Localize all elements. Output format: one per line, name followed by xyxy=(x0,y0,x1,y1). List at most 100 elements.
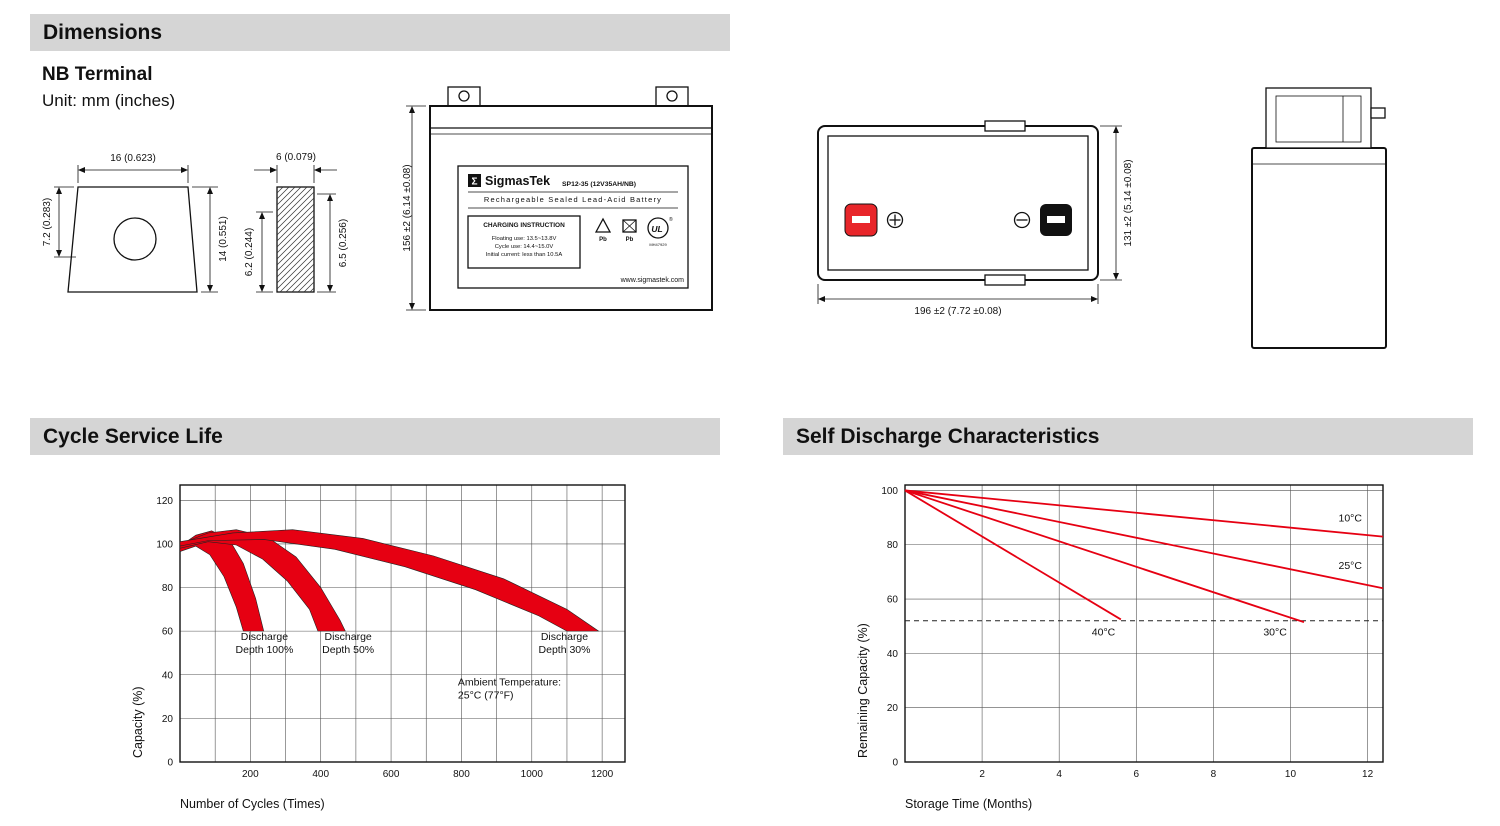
svg-text:10°C: 10°C xyxy=(1338,513,1362,525)
positive-terminal-slot xyxy=(852,216,870,223)
side-cap xyxy=(1265,87,1372,149)
svg-text:Ambient Temperature:: Ambient Temperature: xyxy=(458,677,561,689)
section-title-self-discharge: Self Discharge Characteristics xyxy=(796,425,1100,448)
brand-glyph: Σ xyxy=(471,177,477,188)
svg-text:Discharge: Discharge xyxy=(541,631,588,643)
svg-text:200: 200 xyxy=(242,769,259,780)
top-handle-notch xyxy=(984,120,1026,132)
hatch-pattern xyxy=(276,186,315,293)
unit-note: Unit: mm (inches) xyxy=(42,91,176,110)
dim-terminal-h1: 7.2 (0.283) xyxy=(42,198,53,246)
svg-text:Depth 30%: Depth 30% xyxy=(539,644,591,656)
dim-height: 156 ±2 (6.14 ±0.08) xyxy=(402,164,413,251)
svg-text:20: 20 xyxy=(162,714,174,725)
terminal-type-title: NB Terminal xyxy=(42,64,153,85)
model-number: SP12-35 (12V35AH/NB) xyxy=(562,181,636,188)
svg-text:80: 80 xyxy=(162,583,174,594)
dim-terminal-width: 16 (0.623) xyxy=(110,153,156,164)
svg-text:60: 60 xyxy=(887,595,899,606)
svg-text:20: 20 xyxy=(887,703,899,714)
svg-text:80: 80 xyxy=(887,540,899,551)
pb-recycle-icon: Pb xyxy=(594,217,612,243)
svg-text:8: 8 xyxy=(1211,769,1217,780)
label-subtitle: Rechargeable Sealed Lead-Acid Battery xyxy=(484,195,662,204)
dim-slot-h2: 6.5 (0.256) xyxy=(338,219,349,267)
svg-text:Storage Time (Months): Storage Time (Months) xyxy=(905,797,1032,811)
svg-text:2: 2 xyxy=(979,769,985,780)
battery-top-view: 131 ±2 (5.14 ±0.08) 196 ±2 (7.72 ±0.08) xyxy=(817,120,1134,317)
svg-text:Capacity (%): Capacity (%) xyxy=(131,686,145,758)
svg-text:600: 600 xyxy=(383,769,400,780)
svg-text:Remaining Capacity (%): Remaining Capacity (%) xyxy=(856,623,870,758)
terminal-left xyxy=(447,86,481,107)
svg-text:Pb: Pb xyxy=(599,237,607,243)
svg-text:25°C: 25°C xyxy=(1338,560,1362,572)
svg-text:Discharge: Discharge xyxy=(325,631,372,643)
svg-text:0: 0 xyxy=(892,758,898,769)
svg-text:25°C (77°F): 25°C (77°F) xyxy=(458,690,514,702)
svg-text:30°C: 30°C xyxy=(1263,627,1287,639)
svg-text:40: 40 xyxy=(887,649,899,660)
battery-side-view xyxy=(1251,87,1387,349)
section-title-cycle-life: Cycle Service Life xyxy=(43,425,223,448)
section-header-dimensions: Dimensions xyxy=(30,14,730,51)
charging-title: CHARGING INSTRUCTION xyxy=(483,222,565,229)
svg-text:UL: UL xyxy=(651,224,662,234)
battery-front-view: 156 ±2 (6.14 ±0.08) Σ SigmasTek SP12-35 … xyxy=(402,86,713,311)
svg-text:Discharge: Discharge xyxy=(241,631,288,643)
ul-file-number: MH47929 xyxy=(649,242,667,247)
terminal-detail-drawing: 16 (0.623) 7.2 (0.283) 14 (0.551) 6 (0.0… xyxy=(42,152,349,293)
section-header-self-discharge: Self Discharge Characteristics xyxy=(783,418,1473,455)
top-view-inner xyxy=(827,135,1089,271)
dim-terminal-h2: 14 (0.551) xyxy=(218,216,229,262)
svg-text:800: 800 xyxy=(453,769,470,780)
side-body xyxy=(1251,147,1387,349)
dim-slot-width: 6 (0.079) xyxy=(276,152,316,163)
bottom-handle-notch xyxy=(984,274,1026,286)
brand-logo-icon xyxy=(468,174,481,187)
svg-text:Pb: Pb xyxy=(626,237,634,243)
svg-text:100: 100 xyxy=(156,539,173,550)
svg-text:400: 400 xyxy=(312,769,329,780)
svg-text:120: 120 xyxy=(156,496,173,507)
svg-text:Depth 100%: Depth 100% xyxy=(236,644,294,656)
dim-width: 196 ±2 (7.72 ±0.08) xyxy=(914,306,1001,317)
website-url: www.sigmastek.com xyxy=(620,277,685,284)
dim-depth: 131 ±2 (5.14 ±0.08) xyxy=(1123,159,1134,246)
dim-slot-h1: 6.2 (0.244) xyxy=(244,228,255,276)
svg-text:Number of Cycles (Times): Number of Cycles (Times) xyxy=(180,797,325,811)
svg-text:6: 6 xyxy=(1134,769,1140,780)
top-view-outline xyxy=(817,125,1099,281)
svg-text:1200: 1200 xyxy=(591,769,614,780)
ul-mark-icon: UL ® MH47929 xyxy=(647,216,673,247)
terminal-front-outline xyxy=(67,186,198,293)
charging-instruction-box xyxy=(467,215,581,269)
registered-mark: ® xyxy=(669,216,673,223)
section-header-cycle-life: Cycle Service Life xyxy=(30,418,720,455)
terminal-bolt-hole xyxy=(113,217,157,261)
cycle-service-life-chart: 0 20 40 60 80 100 120 200 400 600 800 1000 1200 Disch… xyxy=(131,484,626,811)
side-terminal-recess xyxy=(1275,95,1362,143)
svg-text:1000: 1000 xyxy=(521,769,544,780)
section-title-dimensions: Dimensions xyxy=(43,21,163,44)
charging-line-1: Floating use: 13.5~13.8V xyxy=(492,236,557,242)
self-discharge-chart: 0 20 40 60 80 100 2 4 6 8 10 12 10°C 25°C 40°C 30°C Stor… xyxy=(856,484,1384,811)
svg-text:12: 12 xyxy=(1362,769,1374,780)
negative-terminal-slot xyxy=(1047,216,1065,223)
svg-text:0: 0 xyxy=(167,758,173,769)
svg-text:10: 10 xyxy=(1285,769,1297,780)
svg-text:60: 60 xyxy=(162,627,174,638)
plus-symbol-icon xyxy=(886,211,904,229)
svg-text:40: 40 xyxy=(162,670,174,681)
svg-text:Depth 50%: Depth 50% xyxy=(322,644,374,656)
brand-name: SigmasTek xyxy=(485,174,550,188)
pb-bin-icon: Pb xyxy=(622,219,637,243)
terminal-right xyxy=(655,86,689,107)
charging-line-2: Cycle use: 14.4~15.0V xyxy=(495,244,554,250)
side-terminal-tab xyxy=(1370,107,1386,119)
svg-text:4: 4 xyxy=(1056,769,1062,780)
charging-line-3: Initial current: less than 10.5A xyxy=(486,252,563,258)
minus-symbol-icon xyxy=(1013,211,1031,229)
svg-text:100: 100 xyxy=(881,486,898,497)
